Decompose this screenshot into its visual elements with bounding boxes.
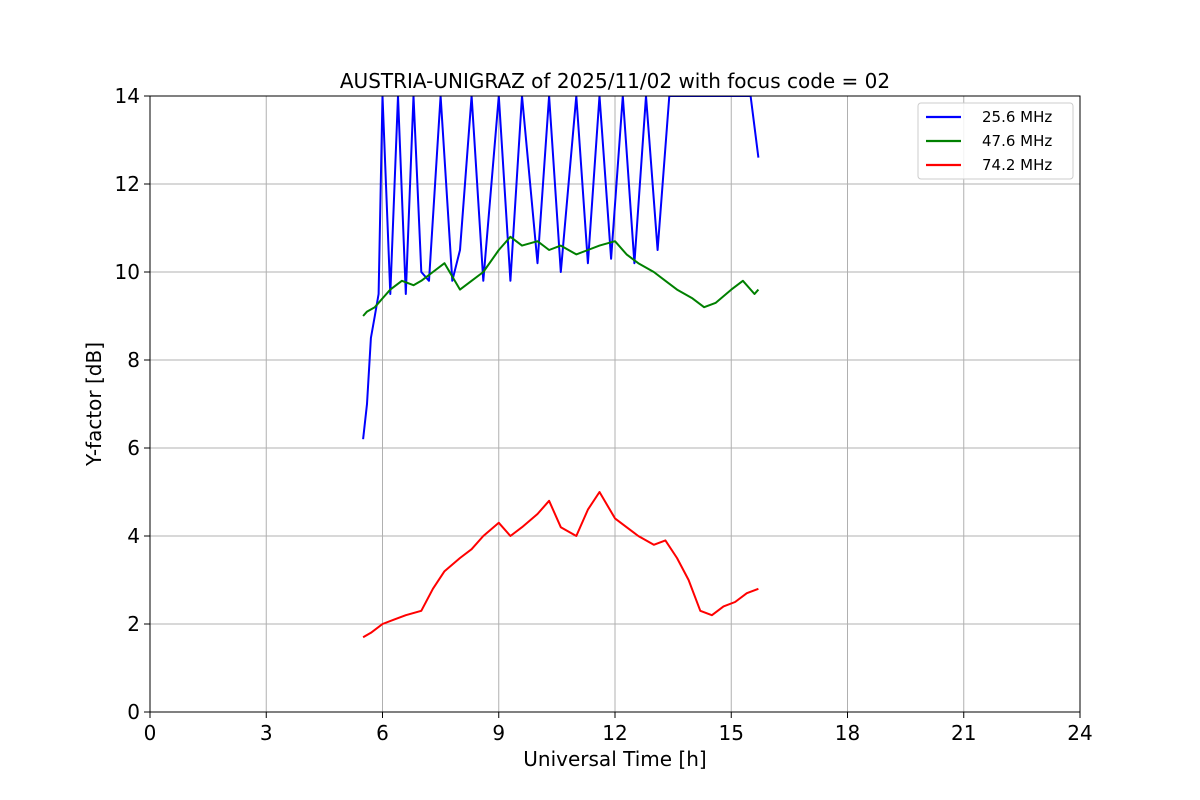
grid xyxy=(149,95,1081,713)
legend-label-74-2: 74.2 MHz xyxy=(982,156,1052,174)
series-layer xyxy=(362,96,760,639)
legend-label-25-6: 25.6 MHz xyxy=(982,108,1052,126)
series-line-74-2-mhz xyxy=(362,491,759,639)
y-tick-label: 2 xyxy=(127,612,140,636)
y-tick-label: 6 xyxy=(127,436,140,460)
y-tick-label: 8 xyxy=(127,348,140,372)
x-axis-label: Universal Time [h] xyxy=(523,747,706,771)
x-tick-label: 12 xyxy=(602,721,627,745)
y-axis-label: Y-factor [dB] xyxy=(82,342,106,467)
x-tick-label: 18 xyxy=(835,721,860,745)
y-tick-label: 10 xyxy=(115,260,140,284)
chart-title: AUSTRIA-UNIGRAZ of 2025/11/02 with focus… xyxy=(340,69,890,93)
x-tick-label: 0 xyxy=(144,721,157,745)
x-tick-label: 6 xyxy=(376,721,389,745)
y-tick-label: 4 xyxy=(127,524,140,548)
series-line-25-6-mhz xyxy=(362,96,760,440)
y-tick-label: 12 xyxy=(115,172,140,196)
series-line-47-6-mhz xyxy=(362,235,760,317)
x-tick-label: 24 xyxy=(1067,721,1092,745)
x-tick-label: 15 xyxy=(719,721,744,745)
legend-label-47-6: 47.6 MHz xyxy=(982,132,1052,150)
y-tick-label: 14 xyxy=(115,84,140,108)
x-tick-label: 9 xyxy=(492,721,505,745)
x-tick-label: 21 xyxy=(951,721,976,745)
y-tick-label: 0 xyxy=(127,700,140,724)
legend-box xyxy=(917,102,1074,180)
x-tick-label: 3 xyxy=(260,721,273,745)
legend: 25.6 MHz 47.6 MHz 74.2 MHz xyxy=(917,102,1074,180)
